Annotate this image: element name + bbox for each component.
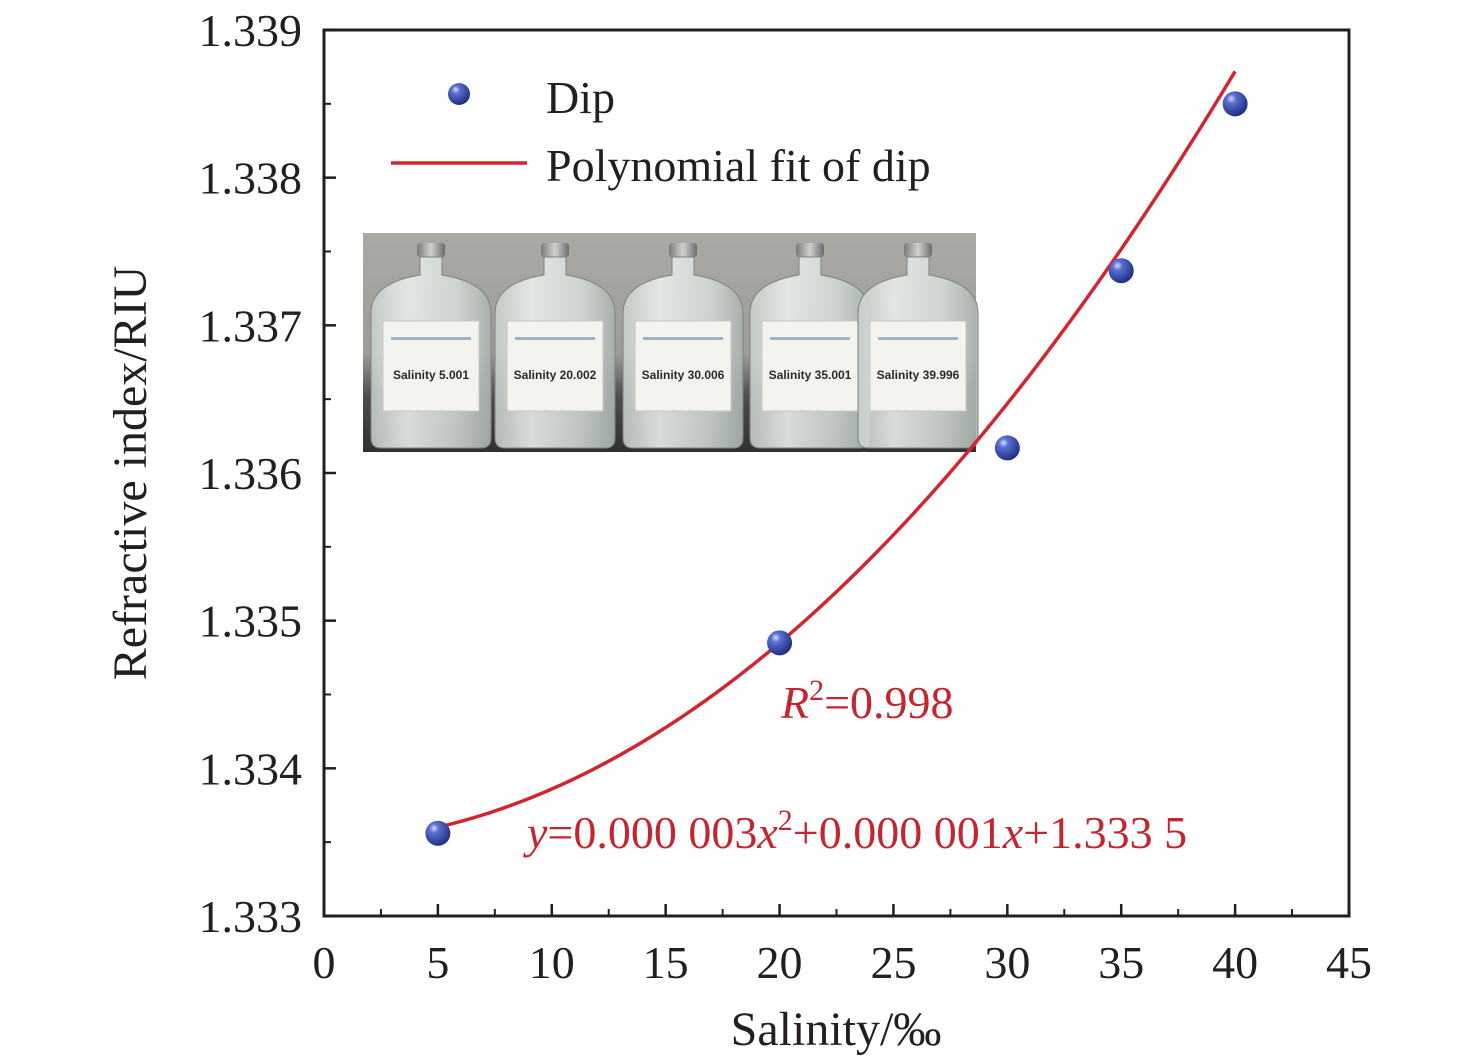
x-tick-label: 40 bbox=[1212, 937, 1258, 988]
bottle-salinity-text: Salinity 20.002 bbox=[514, 368, 597, 382]
x-tick-label: 15 bbox=[643, 937, 689, 988]
eq-x2: x bbox=[1002, 807, 1024, 858]
bottle-label-stripe bbox=[643, 337, 723, 340]
bottle-cap bbox=[541, 243, 569, 257]
bottle-salinity-text: Salinity 35.001 bbox=[769, 368, 852, 382]
eq-y: y bbox=[523, 807, 548, 858]
bottle-cap bbox=[417, 243, 445, 257]
eq-coef-a: =0.000 003 bbox=[547, 807, 757, 858]
y-tick-label: 1.338 bbox=[199, 153, 303, 204]
r2-value: =0.998 bbox=[824, 677, 953, 728]
data-point bbox=[1108, 258, 1134, 284]
data-point bbox=[1222, 91, 1248, 117]
eq-exp: 2 bbox=[778, 804, 793, 837]
bottle-label bbox=[869, 320, 967, 412]
bottle: Salinity 39.996 bbox=[857, 243, 979, 449]
bottle-label bbox=[761, 320, 859, 412]
bottle-label-stripe bbox=[391, 337, 471, 340]
x-tick-label: 10 bbox=[529, 937, 575, 988]
legend-label-fit: Polynomial fit of dip bbox=[546, 140, 931, 191]
eq-coef-b: +0.000 001 bbox=[793, 807, 1003, 858]
bottle-salinity-text: Salinity 39.996 bbox=[877, 368, 960, 382]
y-tick-label: 1.335 bbox=[199, 596, 303, 647]
x-tick-label: 30 bbox=[984, 937, 1030, 988]
data-point bbox=[994, 435, 1020, 461]
bottle: Salinity 20.002 bbox=[494, 243, 616, 449]
x-axis-ticks: 0 5 10 15 20 25 30 35 40 45 bbox=[313, 904, 1372, 988]
bottle-label-stripe bbox=[770, 337, 850, 340]
bottle: Salinity 5.001 bbox=[370, 243, 492, 449]
bottle-cap bbox=[904, 243, 932, 257]
x-tick-label: 5 bbox=[426, 937, 449, 988]
bottle-label bbox=[634, 320, 732, 412]
y-tick-label: 1.337 bbox=[199, 300, 303, 351]
bottle-cap bbox=[669, 243, 697, 257]
bottle-label-stripe bbox=[878, 337, 958, 340]
bottle: Salinity 30.006 bbox=[622, 243, 744, 449]
y-axis-title: Refractive index/RIU bbox=[104, 266, 157, 681]
inset-photo-seawater-bottles: Salinity 5.001 Salinity 20.002 Salinity 30… bbox=[363, 233, 979, 452]
x-tick-label: 20 bbox=[757, 937, 803, 988]
legend: Dip Polynomial fit of dip bbox=[391, 72, 931, 191]
fit-curve-line bbox=[437, 70, 1237, 829]
legend-label-dip: Dip bbox=[546, 72, 615, 123]
bottle-salinity-text: Salinity 5.001 bbox=[393, 368, 469, 382]
eq-coef-c: +1.333 5 bbox=[1023, 807, 1187, 858]
data-point bbox=[767, 630, 793, 656]
bottle-label bbox=[506, 320, 604, 412]
bottle-cap bbox=[796, 243, 824, 257]
r2-symbol: R bbox=[780, 677, 809, 728]
x-axis-title: Salinity/‰ bbox=[731, 1003, 942, 1056]
fit-equation-annotation: y=0.000 003x2+0.000 001x+1.333 5 bbox=[523, 804, 1187, 858]
y-tick-label: 1.336 bbox=[199, 448, 303, 499]
bottle: Salinity 35.001 bbox=[749, 243, 871, 449]
x-tick-label: 45 bbox=[1326, 937, 1372, 988]
x-tick-label: 0 bbox=[313, 937, 336, 988]
data-point bbox=[425, 820, 451, 846]
y-tick-label: 1.339 bbox=[199, 5, 303, 56]
x-tick-label: 25 bbox=[870, 937, 916, 988]
bottle-label-stripe bbox=[515, 337, 595, 340]
x-tick-label: 35 bbox=[1098, 937, 1144, 988]
data-points bbox=[425, 91, 1248, 846]
bottle-label bbox=[382, 320, 480, 412]
eq-x1: x bbox=[756, 807, 778, 858]
r-squared-annotation: R2=0.998 bbox=[780, 674, 954, 728]
y-tick-label: 1.334 bbox=[199, 743, 303, 794]
y-axis-ticks: 1.333 1.334 1.335 1.336 1.337 1.338 1.339 bbox=[199, 5, 336, 942]
y-tick-label: 1.333 bbox=[199, 891, 303, 942]
bottle-salinity-text: Salinity 30.006 bbox=[642, 368, 725, 382]
r2-superscript: 2 bbox=[809, 674, 824, 707]
legend-dip-marker bbox=[448, 83, 470, 105]
